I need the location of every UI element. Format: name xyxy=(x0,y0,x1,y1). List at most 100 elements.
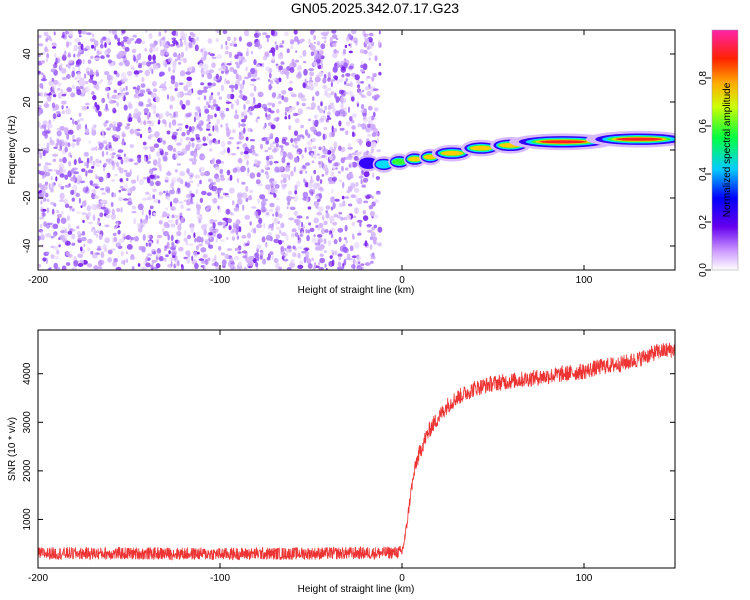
noise-speckle xyxy=(118,62,124,66)
noise-speckle xyxy=(299,55,303,59)
noise-speckle xyxy=(42,257,47,262)
noise-speckle xyxy=(124,125,130,130)
noise-speckle xyxy=(348,50,353,54)
noise-speckle xyxy=(38,111,41,117)
noise-speckle xyxy=(125,177,129,182)
noise-speckle xyxy=(115,126,121,132)
noise-speckle xyxy=(225,101,232,104)
noise-speckle xyxy=(38,121,41,128)
noise-speckle xyxy=(340,102,344,110)
snr-background xyxy=(38,330,675,568)
noise-speckle xyxy=(283,173,289,179)
noise-speckle xyxy=(372,172,375,179)
noise-speckle xyxy=(245,51,249,57)
noise-speckle xyxy=(288,217,295,221)
noise-speckle xyxy=(87,238,93,244)
noise-speckle xyxy=(97,245,101,250)
noise-speckle xyxy=(145,256,149,260)
noise-speckle xyxy=(69,207,72,211)
noise-speckle xyxy=(50,94,53,98)
noise-speckle xyxy=(105,87,109,92)
noise-speckle xyxy=(241,111,244,117)
noise-speckle xyxy=(174,153,180,159)
noise-speckle xyxy=(247,167,250,174)
noise-speckle xyxy=(309,44,316,51)
noise-speckle xyxy=(105,173,108,179)
noise-speckle xyxy=(212,125,215,132)
noise-speckle xyxy=(110,75,114,81)
noise-speckle xyxy=(154,65,159,70)
noise-speckle xyxy=(63,231,69,238)
noise-speckle xyxy=(250,78,257,82)
noise-speckle xyxy=(310,51,314,57)
noise-speckle xyxy=(78,157,82,164)
noise-speckle xyxy=(207,72,213,80)
noise-speckle xyxy=(209,148,213,152)
noise-speckle xyxy=(38,143,41,147)
noise-speckle xyxy=(333,213,338,218)
noise-speckle xyxy=(290,93,297,98)
noise-speckle xyxy=(225,40,228,46)
noise-speckle xyxy=(85,102,90,106)
noise-speckle xyxy=(109,123,114,128)
noise-speckle xyxy=(270,135,273,140)
noise-speckle xyxy=(346,214,352,220)
noise-speckle xyxy=(272,78,277,81)
noise-speckle xyxy=(172,69,176,73)
noise-speckle xyxy=(253,85,257,92)
noise-speckle xyxy=(162,41,168,48)
noise-speckle xyxy=(265,112,268,118)
noise-speckle xyxy=(318,71,324,77)
noise-speckle xyxy=(315,224,319,228)
noise-speckle xyxy=(371,195,374,199)
noise-speckle xyxy=(159,40,162,47)
noise-speckle xyxy=(77,253,84,259)
noise-speckle xyxy=(234,83,239,90)
noise-speckle xyxy=(121,260,124,265)
noise-speckle xyxy=(180,264,184,268)
noise-speckle xyxy=(280,179,283,184)
noise-speckle xyxy=(232,167,238,174)
noise-speckle xyxy=(101,200,107,204)
noise-speckle xyxy=(202,63,209,71)
noise-speckle xyxy=(313,262,317,268)
noise-speckle xyxy=(376,149,382,153)
noise-speckle xyxy=(278,101,282,105)
noise-speckle xyxy=(77,50,81,54)
noise-speckle xyxy=(116,121,123,127)
noise-speckle xyxy=(306,258,312,264)
noise-speckle xyxy=(61,110,66,115)
noise-speckle xyxy=(241,250,248,254)
noise-speckle xyxy=(323,110,326,114)
noise-speckle xyxy=(43,103,50,108)
noise-speckle xyxy=(308,68,315,72)
noise-speckle xyxy=(176,151,182,154)
noise-speckle xyxy=(53,79,59,86)
noise-speckle xyxy=(351,131,355,138)
noise-speckle xyxy=(133,217,137,225)
noise-speckle xyxy=(173,52,178,58)
noise-speckle xyxy=(155,96,160,103)
noise-speckle xyxy=(304,78,307,83)
noise-speckle xyxy=(153,109,156,115)
noise-speckle xyxy=(238,261,242,267)
noise-speckle xyxy=(118,166,122,169)
noise-speckle xyxy=(68,129,74,135)
noise-speckle xyxy=(348,163,352,168)
noise-speckle xyxy=(197,96,201,100)
noise-speckle xyxy=(211,92,214,96)
noise-speckle xyxy=(96,204,100,208)
noise-speckle xyxy=(367,105,373,111)
noise-speckle xyxy=(122,87,125,92)
snr-frame xyxy=(37,329,676,569)
noise-speckle xyxy=(359,68,365,73)
noise-speckle xyxy=(265,66,270,72)
spectrogram-ridge xyxy=(357,130,675,173)
noise-speckle xyxy=(43,92,48,97)
noise-speckle xyxy=(53,31,56,36)
noise-speckle xyxy=(170,223,176,228)
noise-speckle xyxy=(367,229,373,233)
noise-speckle xyxy=(195,189,199,195)
noise-speckle xyxy=(147,98,152,104)
noise-speckle xyxy=(280,146,284,153)
